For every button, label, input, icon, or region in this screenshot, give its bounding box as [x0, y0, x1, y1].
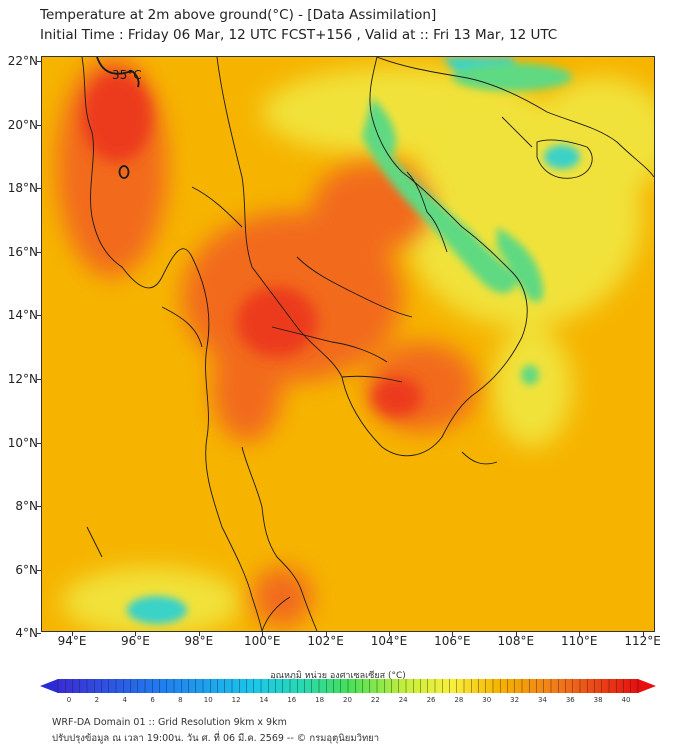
- colorbar-tick-label: 32: [510, 696, 520, 704]
- coastline-and-borders: [81, 57, 654, 631]
- colorbar-tick-label: 26: [426, 696, 436, 704]
- colorbar-dividers: [57, 679, 639, 693]
- longitude-tick: [72, 632, 73, 636]
- colorbar-tick-label: 28: [454, 696, 464, 704]
- longitude-label: 100°E: [243, 634, 281, 648]
- latitude-tick: [37, 506, 41, 508]
- latitude-tick: [37, 251, 41, 253]
- colorbar-tick-label: 36: [565, 696, 575, 704]
- longitude-label: 94°E: [57, 634, 87, 648]
- latitude-label: 6°N: [15, 562, 38, 577]
- latitude-label: 14°N: [7, 308, 38, 323]
- latitude-label: 4°N: [15, 626, 38, 641]
- colorbar-tick-label: 4: [122, 696, 127, 704]
- colorbar-low-arrow: [40, 679, 58, 693]
- temperature-map: 35°C: [41, 56, 655, 632]
- longitude-label: 106°E: [434, 634, 471, 648]
- colorbar-high-arrow: [638, 679, 656, 693]
- temperature-map-canvas: 35°C: [42, 57, 654, 631]
- longitude-tick: [198, 632, 200, 636]
- longitude-tick: [515, 632, 517, 636]
- latitude-tick: [37, 124, 41, 126]
- map-title-line1: Temperature at 2m above ground(°C) - [Da…: [40, 7, 437, 23]
- colorbar-tick-label: 40: [621, 696, 631, 704]
- colorbar-title: อุณหภูมิ หน่วย องศาเซลเซียส (°C): [270, 671, 406, 681]
- colorbar-tick-label: 18: [315, 696, 325, 704]
- latitude-tick: [37, 315, 41, 317]
- latitude-tick: [37, 379, 41, 380]
- colorbar-tick-label: 2: [94, 696, 100, 704]
- footer-update-info: ปรับปรุงข้อมูล ณ เวลา 19:00น. วัน ศ. ที่…: [52, 733, 380, 744]
- longitude-tick: [452, 632, 454, 636]
- longitude-label: 104°E: [370, 634, 408, 648]
- colorbar: [40, 679, 656, 693]
- map-title-line2: Initial Time : Friday 06 Mar, 12 UTC FCS…: [40, 27, 558, 43]
- colorbar-tick-label: 22: [370, 696, 380, 704]
- contour-label: 35°C: [112, 68, 142, 82]
- colorbar-tick-label: 24: [398, 696, 408, 704]
- colorbar-tick-label: 6: [150, 696, 155, 704]
- longitude-label: 102°E: [307, 634, 344, 648]
- footer-model-info: WRF-DA Domain 01 :: Grid Resolution 9km …: [52, 717, 287, 728]
- colorbar-tick-label: 38: [593, 696, 603, 704]
- contour-35c: [96, 57, 140, 179]
- colorbar-tick-label: 8: [178, 696, 183, 704]
- very-hot-temperature-areas: [82, 72, 422, 417]
- longitude-label: 96°E: [120, 634, 150, 648]
- latitude-label: 10°N: [7, 435, 38, 450]
- longitude-label: 112°E: [624, 634, 661, 648]
- colorbar-tick-label: 20: [343, 696, 352, 704]
- colorbar-tick-label: 0: [66, 696, 72, 704]
- longitude-tick: [579, 632, 581, 636]
- colorbar-tick-label: 30: [482, 696, 492, 704]
- latitude-tick: [37, 188, 41, 190]
- mild-temperature-areas: [62, 67, 654, 631]
- longitude-tick: [389, 632, 390, 636]
- latitude-label: 22°N: [7, 54, 38, 68]
- longitude-tick: [325, 632, 327, 636]
- longitude-tick: [642, 632, 644, 636]
- colorbar-tick-label: 12: [231, 696, 241, 704]
- colorbar-tick-label: 14: [259, 696, 269, 704]
- longitude-tick: [262, 632, 264, 636]
- latitude-label: 20°N: [7, 117, 38, 132]
- latitude-tick: [37, 569, 41, 571]
- longitude-label: 98°E: [184, 634, 214, 648]
- longitude-tick: [135, 632, 137, 636]
- latitude-tick: [37, 61, 41, 62]
- latitude-label: 18°N: [7, 181, 38, 196]
- latitude-label: 12°N: [7, 372, 38, 386]
- longitude-label: 108°E: [497, 634, 535, 648]
- cool-temperature-areas: [127, 57, 580, 624]
- latitude-tick: [37, 442, 41, 444]
- latitude-label: 16°N: [7, 244, 38, 259]
- colorbar-tick-label: 34: [537, 696, 547, 704]
- longitude-label: 110°E: [560, 634, 598, 648]
- colorbar-tick-label: 10: [203, 696, 213, 704]
- latitude-tick: [37, 633, 41, 635]
- colorbar-tick-label: 16: [287, 696, 297, 704]
- latitude-label: 8°N: [15, 499, 38, 514]
